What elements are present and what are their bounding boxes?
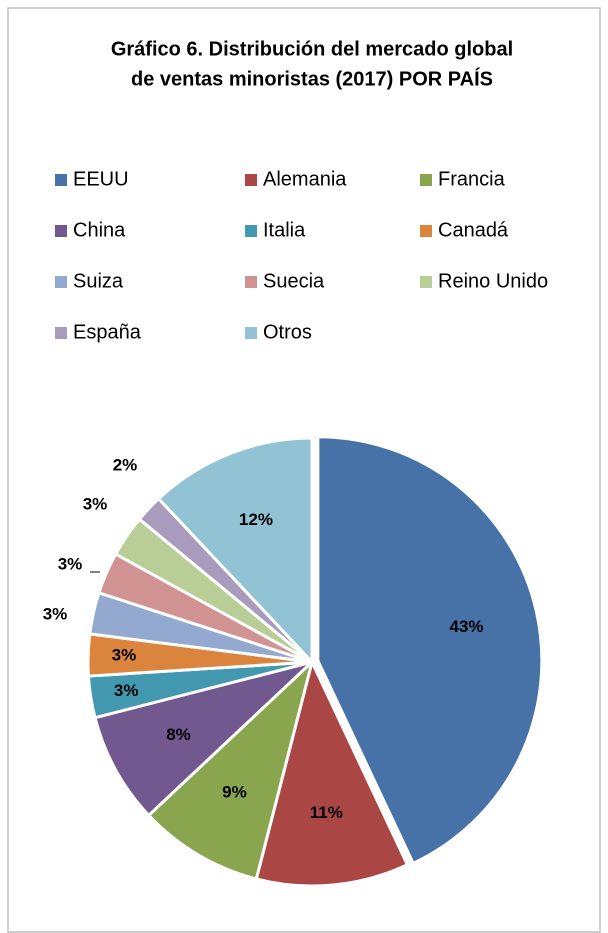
data-label: 11%: [310, 803, 343, 822]
data-label: 12%: [239, 510, 273, 529]
pie-slice: [254, 657, 410, 888]
legend-label: Canadá: [438, 219, 509, 241]
data-label: 3%: [58, 554, 83, 573]
legend-label: Otros: [263, 321, 312, 343]
legend-label: Francia: [438, 168, 506, 190]
legend-swatch: [420, 225, 432, 237]
data-label: 3%: [112, 646, 137, 665]
legend-label: Alemania: [263, 168, 347, 190]
legend-label: España: [73, 321, 142, 343]
data-label: 3%: [114, 681, 139, 700]
data-label: 3%: [43, 604, 68, 623]
data-label: 3%: [83, 494, 108, 513]
legend-swatch: [55, 276, 67, 288]
chart-title: de ventas minoristas (2017) POR PAÍS: [131, 67, 493, 90]
legend-label: EEUU: [73, 168, 129, 190]
legend-swatch: [420, 276, 432, 288]
legend-label: Suecia: [263, 270, 325, 292]
chart-title: Gráfico 6. Distribución del mercado glob…: [111, 38, 513, 60]
pie-slice: [93, 660, 314, 818]
legend-swatch: [55, 327, 67, 339]
legend-swatch: [245, 327, 257, 339]
data-label: 9%: [222, 783, 247, 802]
legend-label: Reino Unido: [438, 270, 548, 292]
legend-label: China: [73, 219, 126, 241]
legend-swatch: [245, 174, 257, 186]
legend-label: Italia: [263, 219, 306, 241]
pie-slice: [146, 657, 315, 881]
legend-swatch: [245, 276, 257, 288]
legend-swatch: [420, 174, 432, 186]
legend-swatch: [55, 225, 67, 237]
legend-swatch: [55, 174, 67, 186]
data-label: 8%: [166, 725, 191, 744]
legend-swatch: [245, 225, 257, 237]
data-label: 2%: [113, 455, 138, 474]
data-label: 43%: [449, 617, 483, 636]
legend-label: Suiza: [73, 270, 124, 292]
pie-slice: [156, 436, 314, 666]
pie-slice: [316, 435, 544, 866]
